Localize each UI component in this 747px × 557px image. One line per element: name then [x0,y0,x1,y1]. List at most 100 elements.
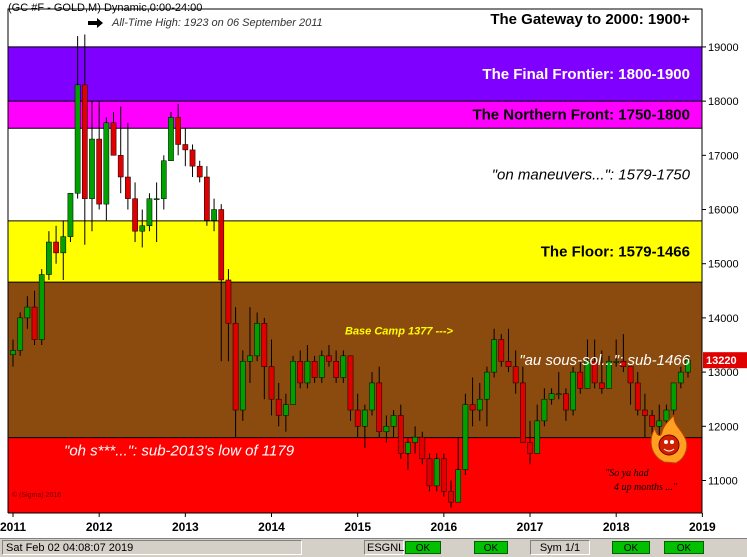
copyright-label: © (Sigma) 2016 [12,491,61,499]
candle-body [81,84,88,199]
candle-body [24,306,31,319]
candle-body [354,409,361,427]
mascot-eye-left [664,440,668,444]
status-ok-1[interactable]: OK [405,541,441,554]
ya-had-line-2: 4 up months ..." [614,482,678,493]
candle-body [613,361,620,363]
x-tick-label: 2012 [86,520,113,534]
candle-body [412,436,418,443]
candle-body [261,323,268,367]
x-tick-label: 2016 [430,520,457,534]
zone-label: "au sous-sol...": sub-1466 [519,352,690,369]
candle-body [160,160,167,199]
candle-body [196,165,203,178]
candle-body [153,198,160,200]
zone-labels: The Gateway to 2000: 1900+ The Final Fron… [64,11,691,460]
x-tick-label: 2011 [0,520,26,534]
zone-band-0 [8,9,702,47]
candle-body [376,382,383,432]
candle-body [405,442,411,454]
candle-body [318,355,325,378]
y-tick-label: 15000 [708,259,739,271]
candle-body [441,458,447,492]
candle-body [247,355,253,362]
y-axis: 11000 12000 13000 14000 15000 16000 17000 18000… [701,9,747,513]
x-tick-label: 2019 [689,520,716,534]
status-ok-3[interactable]: OK [612,541,650,554]
candle-body [491,339,497,373]
candle-body [110,122,117,156]
zone-band-3 [8,128,702,221]
status-esgnl-label: ESGNL: [364,540,407,555]
candle-body [89,138,95,199]
candle-body [254,323,260,357]
candle-body [397,415,404,454]
candle-body [390,415,397,427]
candle-body [211,209,217,221]
candle-body [534,420,541,454]
candlesticks [10,34,691,508]
candle-body [527,442,533,454]
candle-body [189,149,196,167]
status-bar: Sat Feb 02 04:08:07 2019 ESGNL: OK OK Sy… [0,538,747,557]
candle-body [448,491,454,503]
zone-label: The Floor: 1579-1466 [541,244,690,261]
candle-body [132,198,138,232]
zone-label: "on maneuvers...": 1579-1750 [492,167,691,184]
zone-band-6 [8,437,702,513]
candle-body [117,155,124,178]
candle-body [297,361,304,384]
x-tick-label: 2018 [603,520,630,534]
candle-body [670,382,677,411]
base-camp-label: Base Camp 1377 ---> [345,325,453,337]
candle-body [570,371,576,411]
candle-body [10,350,16,356]
candle-body [383,426,390,432]
status-ok-2[interactable]: OK [474,541,508,554]
candle-body [182,144,189,151]
y-tick-label: 18000 [708,96,739,108]
candle-body [677,371,684,384]
candle-body [304,361,311,384]
price-tag-label: 13220 [706,355,737,367]
candle-body [175,117,181,145]
candle-body [541,398,548,422]
candle-body [505,361,512,367]
y-tick-label: 16000 [708,205,739,217]
zone-band-4 [8,220,702,283]
y-tick-label: 14000 [708,313,739,325]
candle-body [498,339,505,362]
mascot-icon [650,413,688,464]
candle-body [584,361,591,389]
price-zones [8,9,702,513]
status-datetime: Sat Feb 02 04:08:07 2019 [2,540,302,555]
candle-body [283,404,289,416]
y-tick-label: 19000 [708,42,739,54]
candle-body [484,371,490,400]
candle-body [598,382,605,389]
candle-body [685,359,691,373]
y-tick-label: 12000 [708,421,739,433]
candle-body [96,138,103,205]
chart-title: (GC #F - GOLD,M) Dynamic,0:00-24:00 [8,2,203,14]
price-tag-box [703,352,747,369]
candle-body [53,241,59,254]
candle-body [634,382,641,411]
annotations: Base Camp 1377 ---> "So ya had 4 up months… [12,325,688,499]
x-tick-label: 2014 [258,520,285,534]
y-axis-bg [702,9,747,513]
x-axis: 2011 2012 2013 2014 2015 2016 2017 2018 2019 [0,512,747,538]
status-sym: Sym 1/1 [530,540,590,555]
candle-body [627,366,634,384]
candle-body [239,361,246,411]
candle-body [476,398,483,411]
candle-body [232,323,239,411]
candle-body [67,193,74,237]
candle-body [577,371,584,389]
status-ok-4[interactable]: OK [664,541,704,554]
mascot-eye-right [670,440,674,444]
candle-body [469,404,476,411]
candle-body [340,355,347,378]
candle-body [433,458,440,487]
candle-body [512,366,519,384]
